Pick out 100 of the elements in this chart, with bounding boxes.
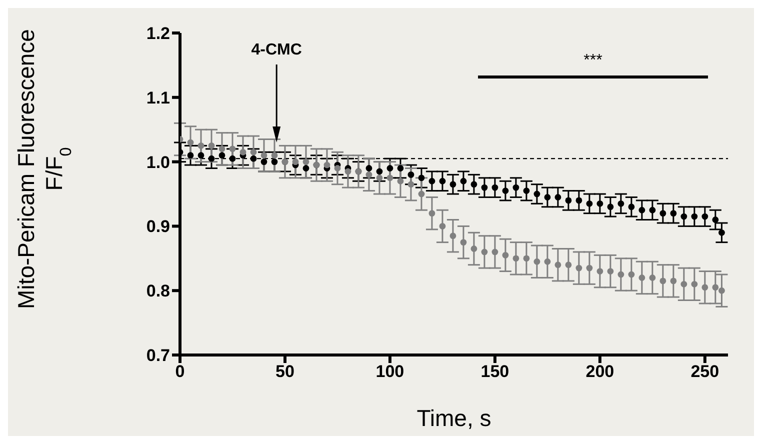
point	[523, 255, 530, 262]
point	[638, 274, 646, 281]
point	[660, 278, 666, 284]
point	[534, 190, 540, 198]
point	[649, 274, 656, 281]
point	[229, 146, 236, 152]
point	[586, 264, 593, 272]
point	[502, 252, 509, 258]
point	[428, 178, 436, 184]
point	[492, 184, 498, 191]
y-tick-label: 1.1	[146, 88, 170, 108]
point	[428, 210, 436, 217]
point	[366, 171, 372, 178]
point	[554, 194, 562, 200]
point	[470, 246, 478, 252]
x-tick-label: 150	[480, 362, 510, 382]
point	[218, 146, 226, 152]
point	[397, 178, 404, 184]
point	[302, 165, 310, 172]
x-axis-title: Time, s	[416, 405, 492, 431]
point	[576, 197, 582, 204]
x-tick-label: 100	[376, 362, 404, 382]
point	[670, 278, 677, 284]
point	[198, 142, 204, 149]
point	[376, 174, 383, 182]
annotation: ***	[584, 52, 602, 69]
point	[397, 165, 404, 172]
point	[208, 155, 215, 162]
point	[607, 268, 614, 274]
point	[702, 213, 708, 220]
y-tick-label: 0.7	[146, 346, 170, 366]
point	[460, 178, 467, 184]
point	[344, 168, 352, 175]
point	[576, 264, 582, 272]
point	[712, 216, 719, 223]
point	[628, 271, 635, 278]
point	[618, 271, 624, 278]
point	[607, 204, 614, 210]
point	[502, 188, 509, 194]
point	[596, 200, 604, 207]
point	[718, 229, 725, 236]
point	[702, 284, 708, 291]
y-tick-label: 1.2	[146, 24, 170, 44]
point	[460, 239, 467, 246]
point	[481, 184, 488, 191]
point	[366, 165, 372, 172]
point	[198, 152, 204, 159]
point	[260, 158, 268, 165]
y-tick-label: 0.8	[146, 282, 170, 301]
point	[691, 213, 698, 220]
point	[292, 158, 299, 165]
point	[649, 206, 656, 214]
point	[240, 148, 246, 156]
point	[418, 174, 425, 182]
point	[596, 268, 604, 274]
point	[208, 142, 215, 149]
point	[544, 258, 551, 265]
point	[408, 181, 414, 188]
point	[334, 165, 341, 172]
point	[565, 262, 572, 268]
point	[718, 287, 725, 294]
point	[187, 139, 194, 146]
point	[554, 262, 562, 268]
point	[586, 200, 593, 207]
point	[418, 190, 425, 198]
point	[386, 174, 394, 182]
point	[512, 255, 520, 262]
annotation: 4-CMC	[251, 41, 302, 58]
point	[271, 152, 278, 159]
point	[439, 178, 446, 184]
x-tick-label: 50	[276, 362, 294, 382]
x-tick-label: 250	[690, 362, 720, 382]
point	[218, 152, 226, 159]
point	[229, 155, 236, 162]
point	[408, 171, 414, 178]
point	[691, 280, 698, 288]
point	[680, 280, 688, 288]
y-tick-label: 1.0	[146, 152, 170, 172]
point	[534, 258, 540, 265]
point	[260, 152, 268, 159]
point	[450, 181, 456, 188]
point	[492, 248, 498, 256]
point	[628, 204, 635, 210]
point	[660, 210, 666, 217]
point	[712, 284, 719, 291]
point	[450, 232, 456, 240]
point	[250, 148, 257, 156]
point	[670, 210, 677, 217]
point	[376, 168, 383, 175]
x-tick-label: 0	[175, 362, 185, 382]
point	[680, 213, 688, 220]
point	[512, 184, 520, 191]
point	[565, 197, 572, 204]
point	[386, 165, 394, 172]
point	[271, 158, 278, 165]
point	[250, 155, 257, 162]
y-tick-label: 0.9	[146, 217, 170, 236]
point	[523, 188, 530, 194]
point	[544, 194, 551, 200]
point	[470, 181, 478, 188]
